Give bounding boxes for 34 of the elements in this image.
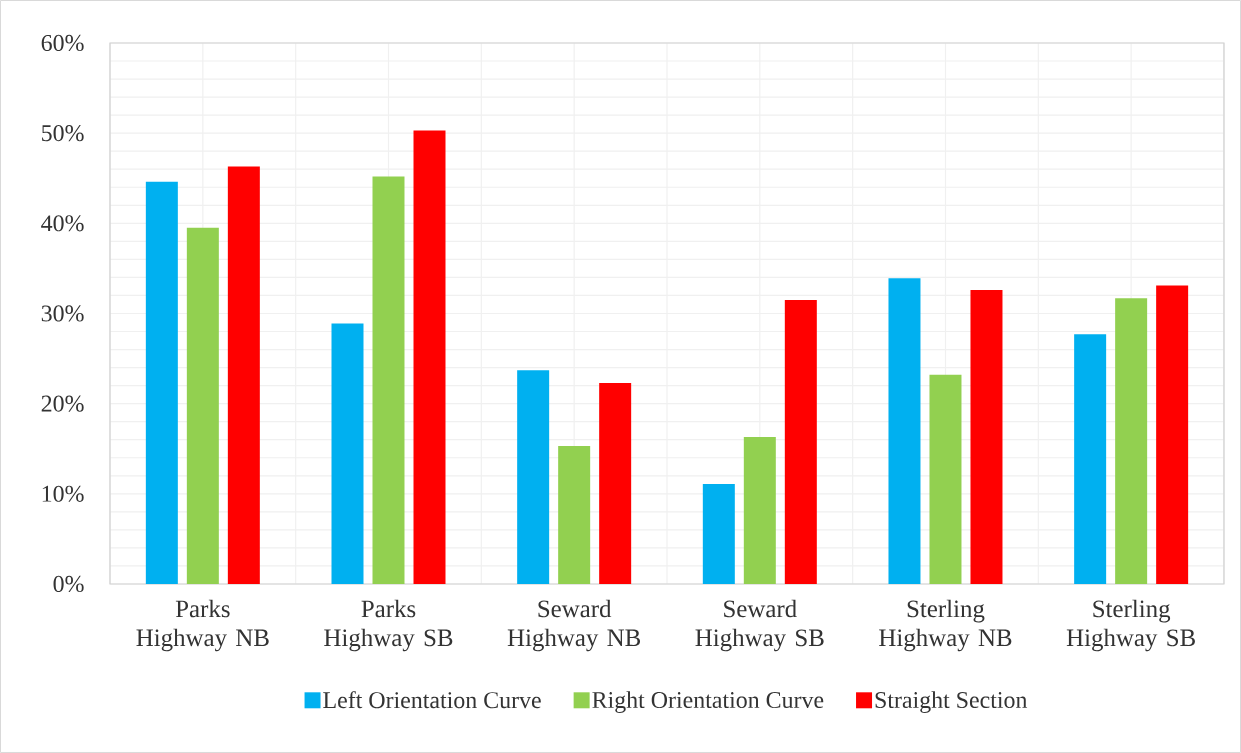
bar xyxy=(413,130,446,584)
bar xyxy=(558,446,591,584)
legend-label: Straight Section xyxy=(875,691,1028,713)
y-tick-label: 40% xyxy=(41,215,84,232)
y-tick-label: 20% xyxy=(41,395,84,412)
bar xyxy=(702,483,735,584)
y-tick-label: 60% xyxy=(41,34,84,52)
bar xyxy=(743,437,776,584)
legend-label: Left Orientation Curve xyxy=(323,691,541,709)
bar xyxy=(599,382,632,584)
x-tick-label: Sterling Highway SB xyxy=(1066,599,1195,652)
bar xyxy=(372,176,405,584)
bar xyxy=(331,323,364,584)
bar xyxy=(1074,334,1107,584)
bar xyxy=(1115,298,1148,584)
x-tick-label: Sterling Highway NB xyxy=(879,599,1012,652)
bar xyxy=(145,181,178,584)
x-tick-label: Parks Highway SB xyxy=(324,599,453,652)
x-tick-label: Parks Highway NB xyxy=(136,599,269,652)
legend-label: Right Orientation Curve xyxy=(592,691,824,713)
y-tick-label: 30% xyxy=(41,305,84,322)
bar xyxy=(1156,285,1189,584)
x-tick-label: Seward Highway NB xyxy=(507,599,641,652)
bar xyxy=(186,227,219,584)
bar xyxy=(929,374,962,584)
y-tick-label: 50% xyxy=(42,125,84,142)
bar xyxy=(517,370,550,584)
y-tick-label: 10% xyxy=(42,485,84,502)
bar xyxy=(784,299,817,584)
y-tick-label: 0% xyxy=(53,575,84,593)
bar xyxy=(888,278,921,584)
bar xyxy=(227,166,260,584)
x-tick-label: Seward Highway SB xyxy=(695,599,824,652)
bar xyxy=(970,290,1003,584)
